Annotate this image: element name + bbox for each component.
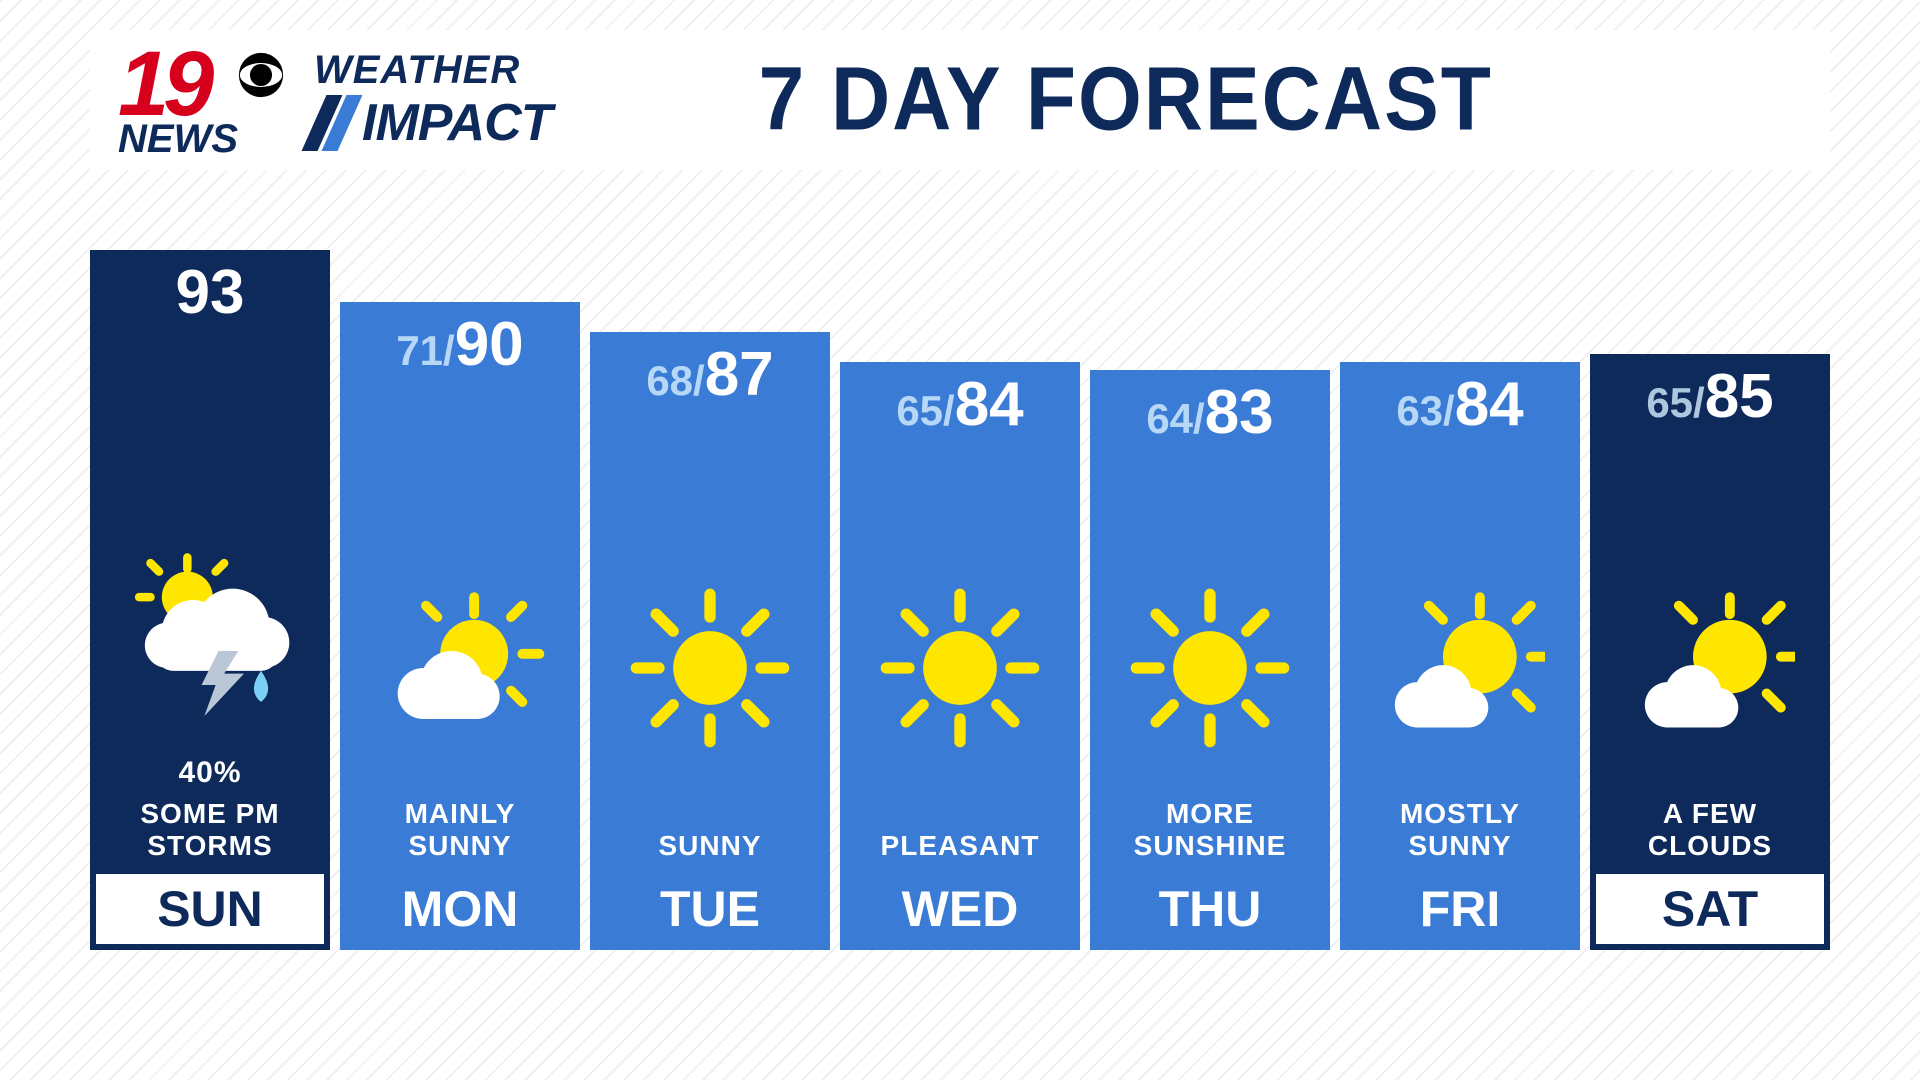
temp-row: 71/90 bbox=[340, 302, 580, 382]
temp-row: 64/83 bbox=[1090, 370, 1330, 450]
temp-separator: / bbox=[1443, 387, 1455, 434]
temp-separator: / bbox=[693, 357, 705, 404]
forecast-column: 68/87 SUNNYTUE bbox=[590, 332, 830, 950]
temp-separator: / bbox=[943, 387, 955, 434]
forecast-desc: SOME PM STORMS bbox=[90, 790, 330, 868]
forecast-column: 63/84 MOSTLY SUNNYFRI bbox=[1340, 362, 1580, 950]
forecast-desc: MAINLY SUNNY bbox=[340, 790, 580, 868]
low-temp: 68 bbox=[646, 357, 693, 404]
page-title: 7 DAY FORECAST bbox=[551, 48, 1830, 151]
mostly-icon bbox=[1590, 568, 1830, 768]
high-temp: 90 bbox=[455, 310, 524, 379]
weather-impact-logo: WEATHER IMPACT bbox=[314, 40, 551, 160]
forecast-column: 71/90 MAINLY SUNNYMON bbox=[340, 302, 580, 950]
day-label: FRI bbox=[1346, 874, 1574, 944]
temp-separator: / bbox=[443, 327, 455, 374]
temp-row: 65/85 bbox=[1590, 354, 1830, 434]
low-temp: 65 bbox=[1646, 379, 1693, 426]
station-logo: 19 NEWS bbox=[118, 40, 288, 160]
forecast-column: 93 40%SOME PM STORMSSUN bbox=[90, 250, 330, 950]
temp-row: 63/84 bbox=[1340, 362, 1580, 442]
forecast-desc: SUNNY bbox=[590, 790, 830, 868]
high-temp: 85 bbox=[1705, 362, 1774, 431]
high-temp: 87 bbox=[705, 340, 774, 409]
precip-percent: 40% bbox=[90, 756, 330, 790]
high-temp: 83 bbox=[1205, 378, 1274, 447]
cbs-eye-icon bbox=[238, 52, 284, 98]
temp-row: 68/87 bbox=[590, 332, 830, 412]
storm-icon bbox=[90, 534, 330, 734]
forecast-desc: PLEASANT bbox=[840, 790, 1080, 868]
high-temp: 84 bbox=[1455, 370, 1524, 439]
impact-line2: IMPACT bbox=[362, 93, 551, 153]
sun-icon bbox=[590, 568, 830, 768]
partly-icon bbox=[340, 568, 580, 768]
high-temp: 93 bbox=[176, 258, 245, 327]
forecast-column: 64/83 MORE SUNSHINETHU bbox=[1090, 370, 1330, 950]
forecast-columns: 93 40%SOME PM STORMSSUN71/90 bbox=[90, 250, 1830, 950]
mostly-icon bbox=[1340, 568, 1580, 768]
low-temp: 65 bbox=[896, 387, 943, 434]
low-temp: 63 bbox=[1396, 387, 1443, 434]
sun-icon bbox=[1090, 568, 1330, 768]
low-temp: 64 bbox=[1146, 395, 1193, 442]
logo-group: 19 NEWS WEATHER IMPACT bbox=[118, 40, 551, 160]
high-temp: 84 bbox=[955, 370, 1024, 439]
temp-separator: / bbox=[1193, 395, 1205, 442]
impact-slash-icon bbox=[314, 95, 358, 151]
day-label: SAT bbox=[1596, 874, 1824, 944]
day-label: SUN bbox=[96, 874, 324, 944]
temp-row: 65/84 bbox=[840, 362, 1080, 442]
temp-separator: / bbox=[1693, 379, 1705, 426]
logo-news-word: NEWS bbox=[118, 117, 238, 162]
forecast-desc: MORE SUNSHINE bbox=[1090, 790, 1330, 868]
forecast-desc: A FEW CLOUDS bbox=[1590, 790, 1830, 868]
forecast-column: 65/85 A FEW CLOUDSSAT bbox=[1590, 354, 1830, 950]
day-label: THU bbox=[1096, 874, 1324, 944]
forecast-desc: MOSTLY SUNNY bbox=[1340, 790, 1580, 868]
header-bar: 19 NEWS WEATHER IMPACT 7 DAY FORECAST bbox=[90, 30, 1830, 170]
sun-icon bbox=[840, 568, 1080, 768]
day-label: MON bbox=[346, 874, 574, 944]
day-label: TUE bbox=[596, 874, 824, 944]
impact-line1: WEATHER bbox=[314, 48, 551, 93]
low-temp: 71 bbox=[396, 327, 443, 374]
forecast-column: 65/84 PLEASANTWED bbox=[840, 362, 1080, 950]
temp-row: 93 bbox=[90, 250, 330, 330]
day-label: WED bbox=[846, 874, 1074, 944]
